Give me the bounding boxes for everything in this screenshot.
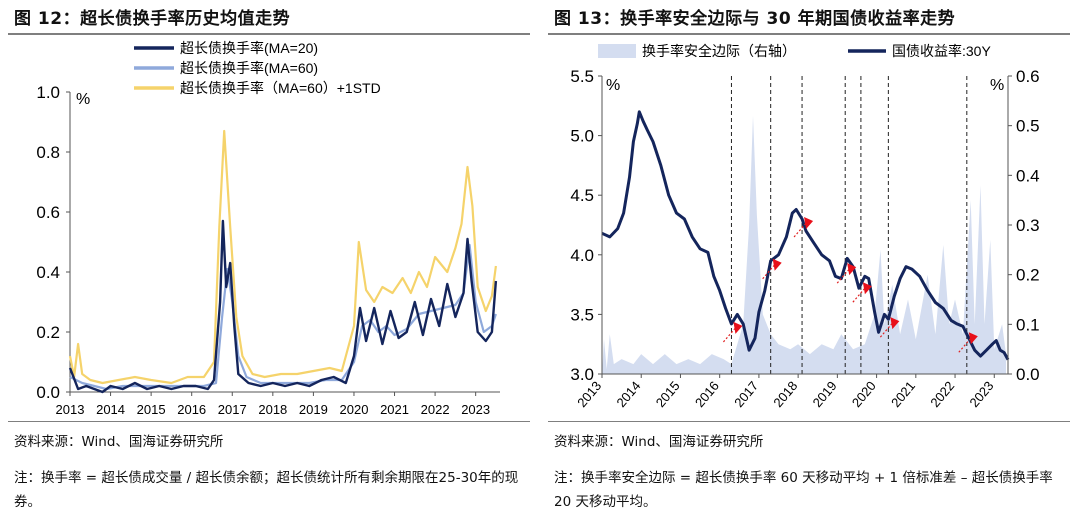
left-legend-label-2: 超长债换手率(MA=60) xyxy=(180,60,318,76)
right-left-y-tick-label: 5.0 xyxy=(570,127,594,146)
left-y-tick-label: 0.8 xyxy=(36,143,60,162)
left-y-tick-label: 0.2 xyxy=(36,323,60,342)
right-signal-arrow-head xyxy=(847,263,857,276)
left-x-tick-label: 2018 xyxy=(258,402,287,417)
right-bottom-rule xyxy=(548,421,1070,422)
left-figure-title: 图 12：超长债换手率历史均值走势 xyxy=(14,9,291,29)
right-x-tick-label: 2016 xyxy=(692,378,722,410)
right-left-y-tick-label: 4.5 xyxy=(570,186,594,205)
right-signal-arrow-shaft xyxy=(836,268,850,284)
left-x-tick-label: 2013 xyxy=(56,402,85,417)
right-signal-arrow-head xyxy=(804,217,814,230)
right-x-tick-label: 2021 xyxy=(888,378,918,410)
left-legend-label-3: 超长债换手率（MA=60）+1STD xyxy=(180,80,381,96)
left-x-tick-label: 2015 xyxy=(137,402,166,417)
right-left-y-tick-label: 4.0 xyxy=(570,246,594,265)
right-title-rule xyxy=(548,33,1070,35)
left-x-tick-label: 2016 xyxy=(177,402,206,417)
left-x-tick-label: 2017 xyxy=(218,402,247,417)
right-signal-arrow-shaft xyxy=(762,264,776,280)
left-x-tick-label: 2022 xyxy=(421,402,450,417)
right-panel: 图 13：换手率安全边际与 30 年期国债收益率走势 3.0 3.5 4.0 4.5 5… xyxy=(548,0,1078,517)
left-y-tick-label: 1.0 xyxy=(36,83,60,102)
right-signal-arrow-shaft xyxy=(722,327,736,343)
right-legend-label-line: 国债收益率:30Y xyxy=(892,43,991,59)
right-legend-label-area: 换手率安全边际（右轴） xyxy=(642,43,796,59)
left-title-rule xyxy=(8,33,530,35)
right-left-y-tick-label: 5.5 xyxy=(570,67,594,86)
right-signal-arrow-shaft xyxy=(852,287,866,303)
left-y-tick-label: 0.4 xyxy=(36,263,60,282)
right-signal-arrow-shaft xyxy=(958,337,972,353)
right-x-tick-label: 2017 xyxy=(731,378,761,410)
right-signal-arrow-head xyxy=(862,282,872,295)
right-right-y-tick-label: 0.0 xyxy=(1016,365,1040,384)
left-x-tick-label: 2019 xyxy=(299,402,328,417)
right-signal-arrow-shaft xyxy=(793,222,807,238)
left-note: 注：换手率 = 超长债成交量 / 超长债余额；超长债统计所有剩余期限在25-30… xyxy=(14,470,519,510)
right-x-tick-label: 2015 xyxy=(653,378,683,410)
right-x-tick-label: 2014 xyxy=(613,378,643,410)
left-x-tick-label: 2014 xyxy=(96,402,125,417)
left-series-line-1 xyxy=(68,219,498,394)
right-left-y-tick-label: 3.5 xyxy=(570,305,594,324)
right-figure-title: 图 13：换手率安全边际与 30 年期国债收益率走势 xyxy=(554,9,956,29)
left-panel: 图 12：超长债换手率历史均值走势 0.0 0.2 0.4 0.6 0.8 1.0% 201… xyxy=(8,0,538,517)
right-x-tick-label: 2018 xyxy=(770,378,800,410)
left-bottom-rule xyxy=(8,421,530,422)
left-x-tick-label: 2023 xyxy=(461,402,490,417)
left-line-chart: 0.0 0.2 0.4 0.6 0.8 1.0 % 2013 2014 2015 2016 2017 2… xyxy=(36,40,500,417)
right-x-tick-label: 2022 xyxy=(927,378,957,410)
right-note: 注：换手率安全边际 = 超长债换手率 60 天移动平均 + 1 倍标准差 – 超… xyxy=(554,470,1053,510)
left-y-tick-label: 0.0 xyxy=(36,383,60,402)
left-source: 资料来源：Wind、国海证券研究所 xyxy=(14,434,224,450)
right-legend-swatch-area xyxy=(598,44,636,58)
right-right-y-tick-label: 0.6 xyxy=(1016,67,1040,86)
right-x-tick-label: 2019 xyxy=(810,378,840,410)
left-x-tick-label: 2020 xyxy=(340,402,369,417)
right-signal-arrow-head xyxy=(772,258,782,271)
right-left-unit-label: % xyxy=(606,77,620,94)
left-unit-label: % xyxy=(76,91,90,108)
right-signal-arrow-head xyxy=(890,317,900,330)
left-x-tick-label: 2021 xyxy=(380,402,409,417)
right-margin-area xyxy=(602,115,1006,374)
right-right-y-tick-label: 0.3 xyxy=(1016,216,1040,235)
right-right-y-tick-label: 0.4 xyxy=(1016,166,1040,185)
right-x-tick-label: 2023 xyxy=(966,378,996,410)
right-yield-line xyxy=(601,110,1010,361)
left-series-line-3 xyxy=(68,129,497,385)
right-source: 资料来源：Wind、国海证券研究所 xyxy=(554,434,764,450)
right-right-y-tick-label: 0.2 xyxy=(1016,266,1040,285)
left-legend-label-1: 超长债换手率(MA=20) xyxy=(180,40,318,56)
right-x-tick-label: 2020 xyxy=(849,378,879,410)
right-signal-arrow-head xyxy=(733,321,743,334)
right-dual-axis-chart: 3.0 3.5 4.0 4.5 5.0 5.5 0.0 0.1 0.2 0.3 0.4 0.5 0.6%… xyxy=(570,43,1040,410)
right-right-unit-label: % xyxy=(990,77,1004,94)
right-signal-arrow-head xyxy=(968,332,978,345)
right-right-y-tick-label: 0.1 xyxy=(1016,315,1040,334)
left-y-tick-label: 0.6 xyxy=(36,203,60,222)
right-right-y-tick-label: 0.5 xyxy=(1016,117,1040,136)
right-left-y-tick-label: 3.0 xyxy=(570,365,594,384)
right-signal-arrow-shaft xyxy=(879,322,893,338)
